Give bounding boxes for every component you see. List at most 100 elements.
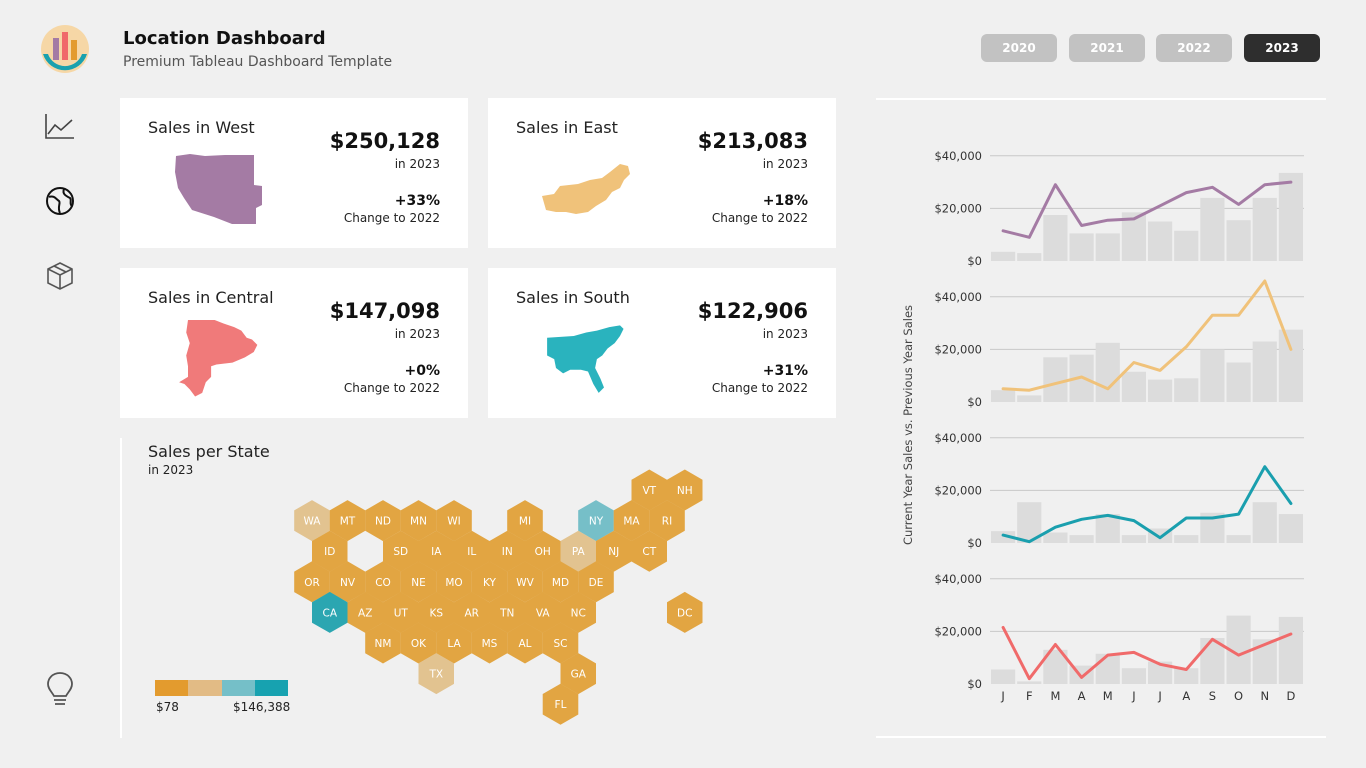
state-hex-mn[interactable] <box>400 500 437 542</box>
state-hex-az[interactable] <box>347 591 384 633</box>
state-hex-ma[interactable] <box>613 500 650 542</box>
state-hex-map: VT NH WA MT ND MN WI MI NY MA RI ID SD IA IL IN OH PA NJ CT… <box>294 469 703 725</box>
state-hex-in[interactable] <box>489 530 526 572</box>
state-hex-ri[interactable] <box>649 500 685 542</box>
bar-previous-east <box>1200 349 1225 402</box>
chart-divider-top <box>876 98 1326 100</box>
line-current-south <box>1001 465 1293 544</box>
state-label: NH <box>677 485 693 497</box>
state-hex-mt[interactable] <box>329 500 366 542</box>
state-hex-ca[interactable] <box>312 591 348 633</box>
bar-previous-central <box>1121 668 1146 684</box>
state-hex-al[interactable] <box>507 622 543 664</box>
state-hex-vt[interactable] <box>631 469 668 511</box>
state-label: CO <box>375 577 391 589</box>
line-chart-icon[interactable] <box>44 110 76 142</box>
y-tick-label: $0 <box>967 395 982 409</box>
state-hex-nv[interactable] <box>329 561 366 603</box>
state-label: NC <box>571 607 586 619</box>
year-button-2023[interactable]: 2023 <box>1244 34 1320 62</box>
legend-min-label: $78 <box>156 700 179 714</box>
card-year-label: in 2023 <box>394 327 440 341</box>
state-hex-mi[interactable] <box>507 500 543 542</box>
x-tick-label: J <box>1000 689 1004 703</box>
state-hex-nc[interactable] <box>560 591 597 633</box>
logo <box>41 25 89 73</box>
x-tick-label: N <box>1260 689 1269 703</box>
card-title: Sales in South <box>516 288 630 307</box>
state-label: FL <box>555 699 567 711</box>
state-hex-id[interactable] <box>312 530 348 572</box>
bar-previous-west <box>991 251 1016 261</box>
state-hex-ok[interactable] <box>400 622 437 664</box>
bar-previous-east <box>1226 362 1251 402</box>
bar-previous-east <box>991 390 1016 402</box>
state-hex-nm[interactable] <box>365 622 401 664</box>
state-hex-wv[interactable] <box>507 561 543 603</box>
y-tick-label: $20,000 <box>934 201 982 215</box>
state-hex-ut[interactable] <box>383 591 419 633</box>
state-hex-sd[interactable] <box>383 530 419 572</box>
state-hex-ne[interactable] <box>400 561 437 603</box>
state-hex-ar[interactable] <box>454 591 490 633</box>
state-hex-md[interactable] <box>542 561 579 603</box>
state-hex-sc[interactable] <box>542 622 579 664</box>
state-hex-la[interactable] <box>436 622 472 664</box>
state-hex-wa[interactable] <box>294 500 330 542</box>
bar-previous-south <box>1043 532 1068 543</box>
state-label: MO <box>445 577 462 589</box>
state-hex-tn[interactable] <box>489 591 526 633</box>
state-hex-nh[interactable] <box>667 469 703 511</box>
bar-previous-south <box>1252 502 1277 543</box>
state-label: IL <box>467 546 476 558</box>
box-icon[interactable] <box>44 260 76 292</box>
line-current-east <box>1001 279 1293 392</box>
state-hex-dc[interactable] <box>667 591 703 633</box>
state-label: OR <box>304 577 320 589</box>
state-hex-co[interactable] <box>365 561 401 603</box>
year-button-2020[interactable]: 2020 <box>981 34 1057 62</box>
state-hex-ks[interactable] <box>418 591 455 633</box>
bar-previous-west <box>1148 221 1173 261</box>
state-label: WA <box>304 516 322 528</box>
bar-previous-south <box>1069 535 1094 543</box>
state-hex-ky[interactable] <box>471 561 508 603</box>
state-label: MA <box>623 516 640 528</box>
card-change-label: Change to 2022 <box>711 381 808 395</box>
state-hex-pa[interactable] <box>560 530 597 572</box>
bar-previous-south <box>1226 535 1251 543</box>
state-hex-wi[interactable] <box>436 500 472 542</box>
state-hex-de[interactable] <box>578 561 614 603</box>
state-hex-mo[interactable] <box>436 561 472 603</box>
state-hex-nd[interactable] <box>365 500 401 542</box>
y-tick-label: $40,000 <box>934 431 982 445</box>
bar-previous-central <box>1095 653 1120 684</box>
state-hex-ny[interactable] <box>578 500 614 542</box>
state-hex-or[interactable] <box>294 561 330 603</box>
state-hex-ga[interactable] <box>560 653 597 695</box>
year-button-2022[interactable]: 2022 <box>1156 34 1232 62</box>
state-hex-il[interactable] <box>454 530 490 572</box>
state-hex-nj[interactable] <box>596 530 632 572</box>
x-tick-label: F <box>1026 689 1033 703</box>
state-hex-tx[interactable] <box>418 653 455 695</box>
bar-previous-west <box>1252 197 1277 261</box>
year-button-2021[interactable]: 2021 <box>1069 34 1145 62</box>
bar-previous-west <box>1069 233 1094 261</box>
y-axis-label: Current Year Sales vs. Previous Year Sal… <box>901 305 915 545</box>
lightbulb-icon[interactable] <box>44 670 76 708</box>
x-tick-label: A <box>1078 689 1086 703</box>
card-value: $250,128 <box>329 129 440 153</box>
state-hex-oh[interactable] <box>525 530 561 572</box>
page-title: Location Dashboard <box>123 28 326 49</box>
state-hex-ct[interactable] <box>631 530 668 572</box>
globe-icon[interactable] <box>44 185 76 217</box>
state-hex-ms[interactable] <box>471 622 508 664</box>
y-tick-label: $20,000 <box>934 624 982 638</box>
bar-previous-south <box>991 531 1016 543</box>
state-hex-ia[interactable] <box>418 530 455 572</box>
bar-previous-south <box>1174 535 1199 543</box>
state-hex-va[interactable] <box>525 591 561 633</box>
state-hex-fl[interactable] <box>542 683 579 725</box>
y-tick-label: $0 <box>967 254 982 268</box>
